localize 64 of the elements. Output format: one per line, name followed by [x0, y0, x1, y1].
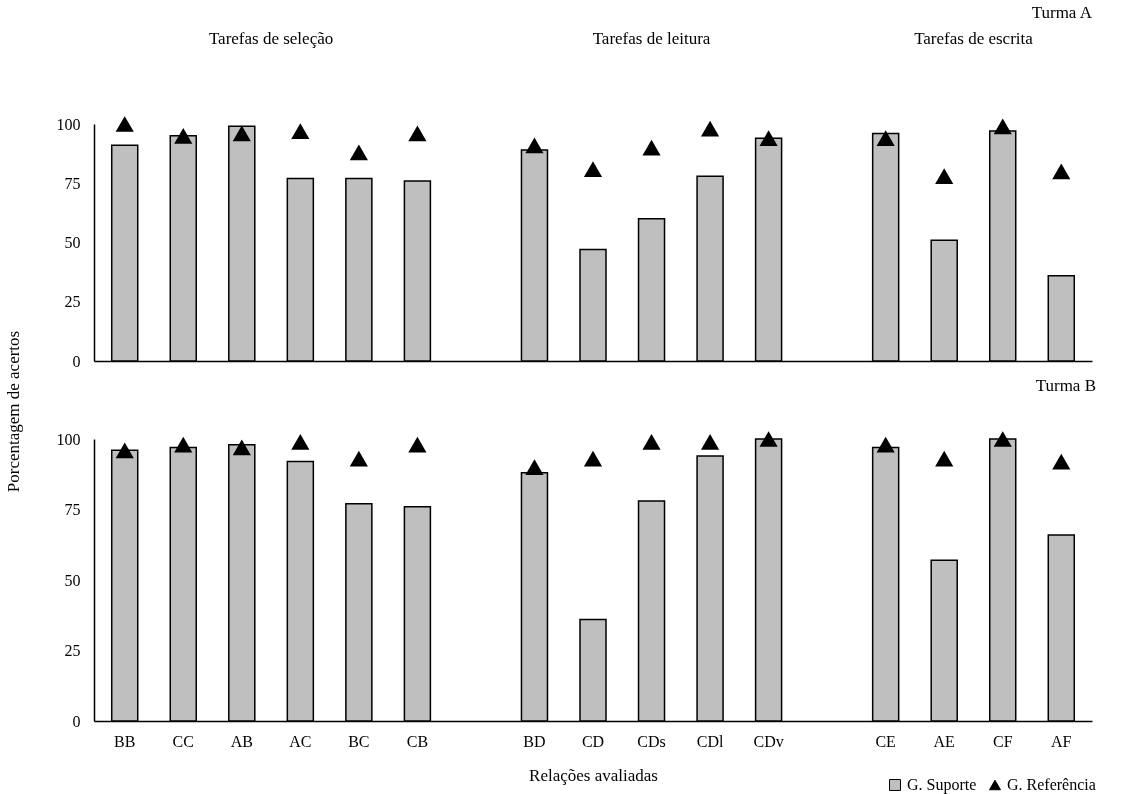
point — [759, 130, 778, 147]
x-tick-label: CC — [172, 732, 194, 750]
point — [583, 450, 603, 467]
point — [700, 120, 720, 137]
x-tick-label: CDs — [637, 732, 666, 750]
point — [349, 450, 368, 467]
point — [525, 137, 544, 154]
point — [642, 433, 661, 450]
point — [408, 125, 427, 142]
point — [993, 431, 1012, 447]
point — [525, 459, 544, 476]
x-tick-label: BC — [348, 732, 370, 750]
y-axis-title: Porcentagem de acertos — [3, 330, 23, 493]
x-tick-label: BD — [523, 732, 546, 750]
point — [642, 139, 661, 156]
point — [876, 130, 895, 147]
y-tick-label: 50 — [64, 234, 81, 251]
x-tick-label: AB — [230, 732, 253, 750]
text: Tarefas de leitura — [592, 29, 711, 48]
y-tick-label: 100 — [56, 115, 81, 133]
point — [759, 431, 778, 447]
y-tick-label: 25 — [64, 293, 81, 311]
point — [1052, 453, 1071, 470]
point — [1052, 163, 1071, 180]
x-tick-label: CE — [875, 732, 896, 750]
point — [935, 168, 954, 185]
point — [583, 161, 603, 177]
point — [408, 436, 427, 453]
x-tick-label: CD — [581, 732, 605, 750]
legend-label: G. Referência — [1007, 776, 1096, 793]
x-tick-label: CDv — [753, 732, 784, 750]
legend-label: G. Suporte — [907, 776, 977, 794]
point — [876, 436, 895, 453]
y-tick-label: 0 — [72, 712, 81, 730]
x-tick-label: CF — [992, 732, 1013, 750]
point — [993, 118, 1012, 135]
y-tick-label: 75 — [64, 501, 81, 518]
point — [115, 116, 134, 132]
point — [700, 433, 720, 450]
x-tick-label: CB — [406, 732, 429, 750]
y-tick-label: 0 — [72, 352, 81, 370]
y-tick-label: 50 — [64, 571, 81, 589]
y-tick-label: 100 — [56, 430, 81, 448]
point — [174, 436, 193, 453]
x-tick-label: AE — [933, 732, 955, 750]
point — [935, 450, 954, 467]
text: Tarefas de escrita — [914, 29, 1034, 48]
point — [232, 439, 251, 456]
point — [291, 433, 310, 450]
point — [115, 442, 134, 459]
point — [232, 125, 251, 142]
point — [349, 144, 368, 161]
chart-title: Turma B — [1035, 376, 1096, 395]
y-tick-label: 75 — [64, 174, 81, 192]
x-tick-label: CDl — [696, 732, 724, 750]
x-axis-title: Relações avaliadas — [529, 765, 658, 785]
text: Tarefas de seleção — [208, 29, 334, 48]
x-tick-label: AF — [1051, 732, 1072, 750]
point — [174, 127, 193, 144]
chart-title: Turma A — [1031, 3, 1093, 22]
y-tick-label: 25 — [64, 642, 81, 659]
x-tick-label: BB — [114, 732, 136, 750]
point — [291, 123, 310, 139]
x-tick-label: AC — [289, 732, 312, 750]
